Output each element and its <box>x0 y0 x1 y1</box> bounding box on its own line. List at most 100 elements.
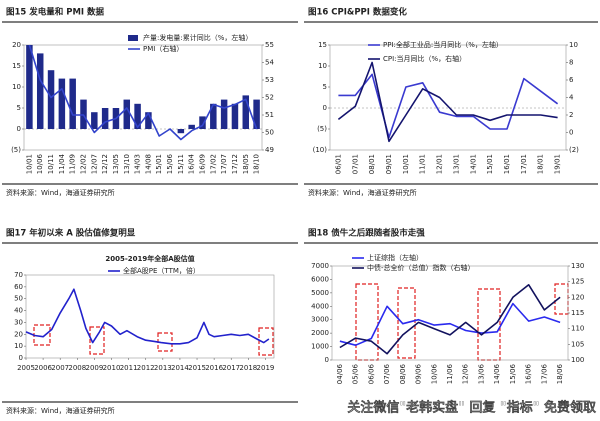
bar <box>145 112 152 129</box>
legend-label: 产量:发电量:累计同比（%，左轴） <box>143 33 252 42</box>
y-tick-label: 10 <box>318 62 327 70</box>
series-line <box>337 61 558 143</box>
y2-tick-label: 130 <box>571 262 584 270</box>
bar <box>69 78 76 129</box>
x-tick-label: 12/07 <box>90 154 98 174</box>
legend-label: 上证综指（左轴） <box>367 253 423 262</box>
series-line <box>25 288 270 345</box>
series-line <box>339 302 561 346</box>
x-tick-label: 16/09 <box>199 154 207 174</box>
x-tick-label: 12/01 <box>436 154 444 174</box>
legend-label: 中债-总全价（总值）指数（右轴） <box>367 263 475 272</box>
x-tick-label: 18/06 <box>556 363 564 384</box>
legend-label: PMI（右轴） <box>143 44 183 53</box>
panel-title: 图18 债牛之后跟随者股市走强 <box>308 228 425 239</box>
x-tick-label: 2013 <box>154 364 172 372</box>
y-tick-label: 60 <box>14 283 23 291</box>
x-tick-label: 10/11 <box>47 154 55 174</box>
x-tick-label: 12/06 <box>462 363 470 384</box>
x-tick-label: 15/06 <box>509 363 517 384</box>
bar <box>123 99 131 129</box>
x-tick-label: 2006 <box>34 364 52 372</box>
y2-tick-label: 0 <box>569 129 573 137</box>
x-tick-label: 15/11 <box>177 154 185 174</box>
y-tick-label: 4000 <box>311 302 329 310</box>
bar <box>91 112 98 129</box>
x-tick-label: 12/02 <box>80 154 88 174</box>
x-tick-label: 17/12 <box>231 154 239 174</box>
x-tick-label: 16/06 <box>525 363 533 384</box>
bar <box>47 70 55 129</box>
bar <box>199 116 206 129</box>
x-tick-label: 13/06 <box>477 363 485 384</box>
x-tick-label: 15/01 <box>155 154 163 174</box>
bar <box>177 129 185 134</box>
y-tick-label: 2000 <box>311 329 329 337</box>
panel-title: 图16 CPI&PPI 数据变化 <box>308 7 407 18</box>
y-tick-label: 15 <box>12 62 21 70</box>
x-tick-label: 2008 <box>68 364 86 372</box>
x-tick-label: 05/06 <box>352 363 360 384</box>
series-line <box>28 44 258 141</box>
highlight-box <box>258 327 274 356</box>
bar <box>220 99 228 129</box>
x-tick-label: 14/03 <box>134 154 142 174</box>
x-tick-label: 10/06 <box>430 363 438 384</box>
y-tick-label: 5 <box>17 104 21 112</box>
x-tick-label: 11/06 <box>446 363 454 384</box>
panel-title: 图17 年初以来 A 股估值修复明显 <box>6 228 136 239</box>
x-tick-label: 17/01 <box>520 154 528 174</box>
legend-swatch <box>128 35 138 41</box>
y2-tick-label: 6 <box>569 76 574 84</box>
y2-tick-label: 100 <box>571 356 584 364</box>
x-tick-label: 2009 <box>85 364 103 372</box>
x-tick-label: 17/06 <box>540 363 548 384</box>
y-tick-label: 20 <box>12 41 21 49</box>
x-tick-label: 14/01 <box>469 154 477 174</box>
x-tick-label: 2005 <box>17 364 35 372</box>
bar <box>36 53 44 129</box>
bar <box>134 103 141 129</box>
bar <box>210 103 217 129</box>
legend-label: 全部A股PE（TTM，倍） <box>123 266 200 275</box>
x-tick-label: 07/01 <box>351 154 359 174</box>
y2-tick-label: 8 <box>569 59 573 67</box>
y2-tick-label: (2) <box>569 146 579 154</box>
bar <box>231 103 239 129</box>
y-tick-label: 50 <box>14 295 23 303</box>
x-tick-label: 2007 <box>51 364 69 372</box>
x-tick-label: 18/10 <box>253 154 261 174</box>
bar <box>101 108 109 129</box>
y-tick-label: (10) <box>313 146 328 154</box>
x-tick-label: 18/05 <box>242 154 250 174</box>
x-tick-label: 09/01 <box>385 154 393 174</box>
y-tick-label: 20 <box>14 330 23 338</box>
highlight-box <box>89 326 105 355</box>
x-tick-label: 2012 <box>137 364 155 372</box>
y2-tick-label: 52 <box>265 94 274 102</box>
x-tick-label: 11/04 <box>58 153 66 174</box>
x-tick-label: 2016 <box>205 364 223 372</box>
x-tick-label: 2018 <box>239 364 257 372</box>
x-tick-label: 15/06 <box>166 153 174 174</box>
y2-tick-label: 54 <box>265 59 274 67</box>
x-tick-label: 15/01 <box>486 154 494 174</box>
source: 资料来源：Wind，海通证券研究所 <box>6 406 115 415</box>
source: 资料来源：Wind，海通证券研究所 <box>6 188 115 197</box>
y-tick-label: 3000 <box>311 316 329 324</box>
y-tick-label: 0 <box>323 104 327 112</box>
x-tick-label: 09/06 <box>415 363 423 384</box>
y-tick-label: 1000 <box>311 343 329 351</box>
x-tick-label: 04/06 <box>336 363 344 384</box>
chart-subtitle: 2005-2019年全部A股估值 <box>105 254 194 263</box>
legend-label: CPI:当月同比（%，右轴） <box>383 54 466 63</box>
x-tick-label: 10/01 <box>402 154 410 174</box>
x-tick-label: 17/02 <box>209 154 217 174</box>
y2-tick-label: 125 <box>571 278 584 286</box>
x-tick-label: 10/06 <box>36 153 44 174</box>
x-tick-label: 08/06 <box>399 363 407 384</box>
y2-tick-label: 4 <box>569 94 574 102</box>
x-tick-label: 2017 <box>222 364 240 372</box>
